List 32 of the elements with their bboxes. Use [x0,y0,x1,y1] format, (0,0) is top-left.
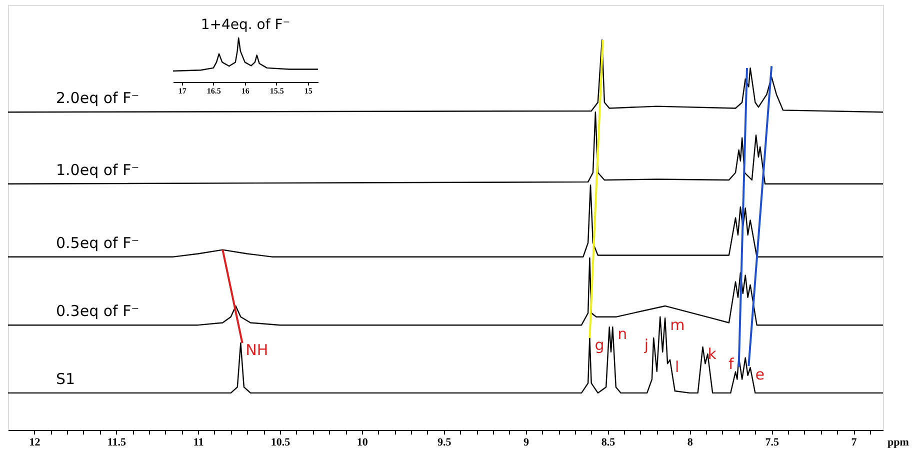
x-tick-label: 9 [524,436,530,448]
x-tick-label: 8.5 [601,436,616,448]
series-label: 2.0eq of F⁻ [56,89,140,108]
annotation: m [670,316,685,334]
x-tick-label: 15.5 [270,86,284,96]
x-tick-label: 16.5 [206,86,221,96]
x-tick-label: 10 [356,436,368,448]
series-label: 1.0eq of F⁻ [56,160,140,179]
x-tick-label: 12 [29,436,41,448]
x-tick-label: 17 [178,86,186,96]
annotation: NH [246,341,268,360]
x-tick-label: 9.5 [437,436,452,448]
annotation: j [643,336,649,354]
x-tick-label: 16 [241,86,250,96]
x-tick-label: 7 [851,436,858,448]
x-tick-label: 8 [687,436,694,448]
x-tick-label: 15 [304,86,312,96]
series-label: 0.5eq of F⁻ [56,234,140,252]
x-tick-label: 7.5 [765,436,780,448]
x-tick-label: 10.5 [270,436,291,448]
series-label: 0.3eq of F⁻ [56,302,140,320]
annotation: e [755,366,765,384]
x-axis-title: ppm [888,436,909,448]
annotation: g [594,336,604,354]
chart-title: 1+4eq. of F⁻ [200,17,290,33]
annotation: n [618,325,628,344]
annotation: l [674,358,680,376]
series-label: S1 [56,370,76,388]
x-tick-label: 11 [193,436,204,448]
x-tick-label: 11.5 [107,436,126,448]
annotation: k [708,344,717,363]
annotation: f [728,355,735,374]
